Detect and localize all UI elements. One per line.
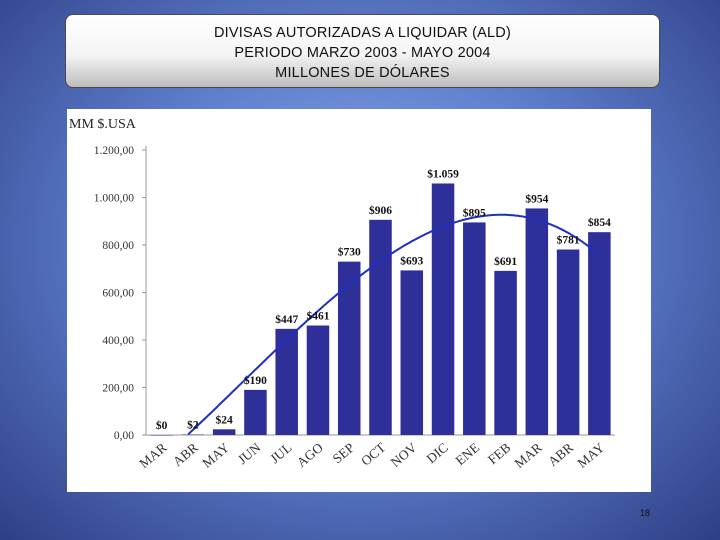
y-tick-label: 400,00: [102, 335, 134, 347]
data-label: $895: [463, 206, 486, 219]
data-label: $906: [369, 204, 392, 217]
data-label: $461: [306, 310, 329, 323]
bar: [150, 435, 173, 436]
y-tick-label: 800,00: [102, 240, 134, 252]
bar: [244, 389, 267, 435]
y-tick-label: 1.200,00: [94, 145, 135, 157]
x-tick-label: NOV: [388, 440, 420, 470]
x-tick-label: OCT: [358, 439, 389, 468]
x-tick-label: JUL: [267, 440, 294, 466]
bar: [556, 249, 580, 435]
trend-line: [187, 213, 601, 436]
x-tick-label: FEB: [485, 440, 514, 467]
bar: [525, 208, 549, 435]
bar: [400, 270, 424, 435]
data-label: $190: [244, 374, 267, 387]
bar: [588, 232, 611, 435]
data-label: $854: [588, 216, 611, 229]
title-line-1: DIVISAS AUTORIZADAS A LIQUIDAR (ALD): [213, 25, 511, 41]
x-tick-label: MAY: [199, 440, 232, 471]
x-tick-label: ABR: [545, 440, 576, 469]
bar: [306, 325, 330, 435]
y-tick-label: 200,00: [102, 383, 134, 395]
x-tick-label: DIC: [424, 440, 451, 466]
data-label: $24: [216, 413, 234, 426]
page-number: 18: [640, 508, 651, 518]
x-tick-label: MAR: [512, 440, 545, 471]
data-label: $730: [338, 246, 361, 259]
data-label: $954: [525, 192, 548, 205]
bar: [463, 222, 486, 435]
x-tick-label: ENE: [452, 440, 482, 468]
bar: [275, 328, 298, 435]
title-line-3: MILLONES DE DÓLARES: [275, 65, 450, 81]
bar: [431, 183, 455, 435]
data-label: $693: [400, 254, 423, 267]
x-tick-label: JUN: [235, 440, 264, 468]
bar-chart: MM $.USA 0,00 200,00 400,00 600,00 800,00 1.00…: [69, 117, 615, 471]
title-line-2: PERIODO MARZO 2003 - MAYO 2004: [234, 45, 491, 61]
title-box: DIVISAS AUTORIZADAS A LIQUIDAR (ALD) PER…: [65, 14, 660, 88]
x-tick-label: AGO: [294, 440, 326, 470]
x-tick-label: MAY: [574, 440, 607, 471]
data-label: $691: [494, 255, 517, 268]
bar: [212, 429, 236, 435]
x-tick-label: MAR: [136, 440, 169, 471]
bar: [337, 261, 361, 435]
chart-panel: MM $.USA 0,00 200,00 400,00 600,00 800,00 1.00…: [67, 109, 651, 492]
y-tick-label: 0,00: [114, 430, 134, 442]
y-unit-label: MM $.USA: [69, 117, 137, 132]
data-label: $2: [187, 419, 199, 432]
x-tick-label: ABR: [170, 440, 201, 469]
data-label: $447: [275, 313, 298, 326]
data-label: $0: [156, 419, 168, 432]
bar: [494, 270, 517, 435]
x-tick-label: SEP: [330, 440, 357, 466]
y-tick-label: 600,00: [102, 288, 134, 300]
bar: [181, 434, 205, 436]
data-label: $1.059: [427, 167, 459, 180]
bar: [369, 219, 392, 435]
data-label: $781: [557, 234, 580, 247]
y-tick-label: 1.000,00: [94, 193, 135, 205]
